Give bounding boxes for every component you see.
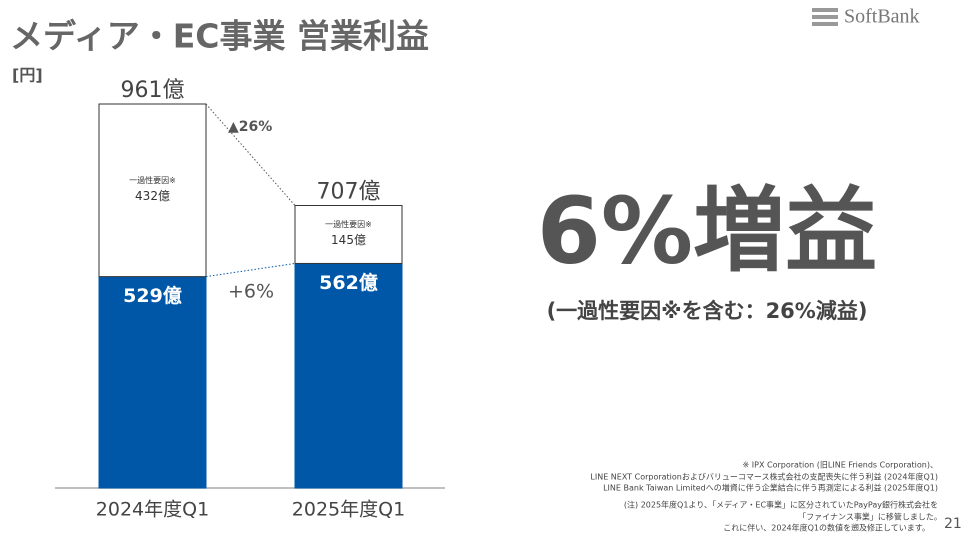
bar-value-label: 529億 (123, 284, 182, 307)
unit-label: [円] (12, 66, 43, 85)
logo-bar (812, 22, 838, 26)
logo-bar (812, 8, 838, 12)
connector (205, 103, 296, 206)
bar-value-label: 562億 (319, 271, 378, 294)
subheadline: (一過性要因※を含む：26%減益) (547, 299, 868, 323)
footnote: LINE NEXT Corporationおよびバリューコマース株式会社の支配喪… (590, 472, 938, 482)
logo-text: SoftBank (844, 6, 920, 28)
segment-name: 一過性要因※ (325, 219, 372, 229)
footnote: LINE Bank Taiwan Limitedへの増資に伴う企業結合に伴う再測… (603, 483, 938, 493)
connector (205, 262, 296, 278)
total-label: 707億 (317, 179, 381, 204)
footnote: ※ IPX Corporation (旧LINE Friends Corpora… (743, 461, 938, 470)
x-tick-label: 2024年度Q1 (96, 499, 209, 521)
bar-segment (294, 204, 403, 264)
footnote: 「ファイナンス事業」に移管しました。 (798, 512, 942, 522)
page-number: 21 (944, 516, 962, 532)
logo-bar (812, 15, 838, 19)
slide-title: メディア・EC事業 営業利益 (10, 17, 429, 56)
bar-value-label: 145億 (331, 233, 366, 247)
headline: 6%増益 (537, 177, 877, 284)
total-label: 961億 (121, 78, 185, 103)
change-base: +6% (228, 281, 274, 303)
bar-segment (98, 103, 207, 278)
bar-value-label: 432億 (135, 189, 170, 203)
bar-segment (294, 262, 403, 489)
footnote: これに伴い、2024年度Q1の数値を遡及修正しています。 (723, 523, 930, 533)
footnote: (注) 2025年度Q1より、「メディア・EC事業」に区分されていたPayPay… (624, 500, 938, 510)
segment-name: 一過性要因※ (129, 175, 176, 185)
logo: SoftBank (812, 6, 920, 28)
bar-segment (98, 276, 207, 489)
change-total: ▲26% (228, 119, 272, 135)
x-tick-label: 2025年度Q1 (292, 499, 405, 521)
